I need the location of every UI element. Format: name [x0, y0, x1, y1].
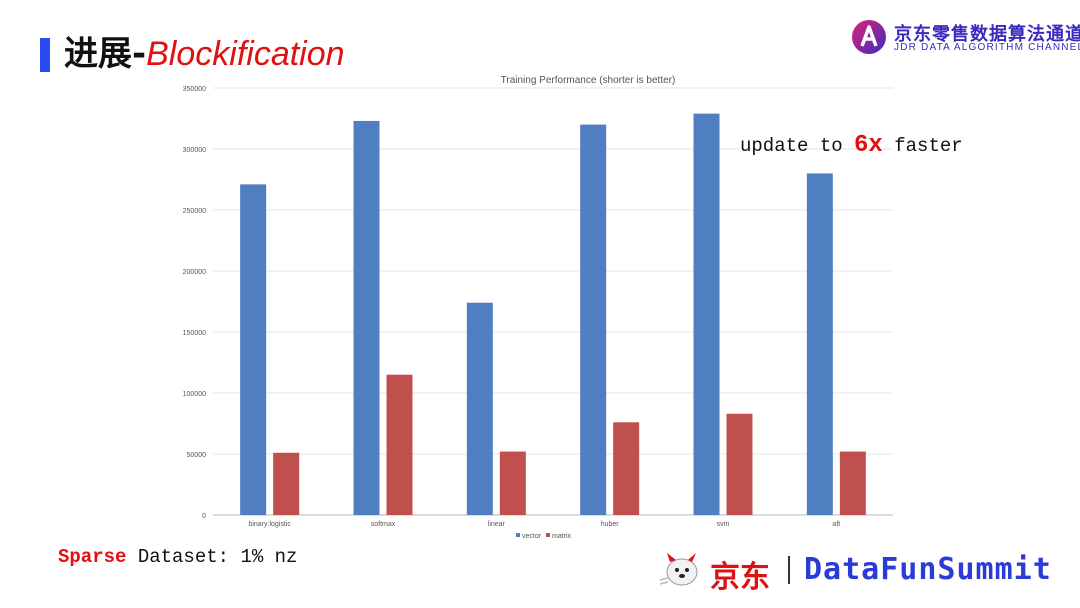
brand-logo: 京东零售数据算法通道 JDR DATA ALGORITHM CHANNEL — [850, 18, 1080, 58]
footer-separator — [788, 556, 790, 584]
y-tick-label: 350000 — [183, 86, 206, 93]
annotation-highlight: 6x — [854, 132, 883, 159]
jd-dog-mascot-icon — [659, 553, 698, 586]
bar-matrix — [726, 413, 753, 515]
bar-matrix — [273, 452, 300, 515]
annotation-prefix: update to — [740, 135, 855, 157]
y-tick-label: 50000 — [187, 452, 207, 459]
dataset-note-highlight: Sparse — [58, 546, 127, 568]
y-tick-label: 200000 — [183, 269, 206, 276]
y-tick-label: 100000 — [183, 391, 206, 398]
bar-matrix — [499, 451, 526, 515]
x-tick-label: binary:logistic — [248, 521, 291, 528]
bar-vector — [693, 113, 720, 515]
bar-vector — [466, 302, 493, 515]
title-accent-bar — [40, 38, 50, 72]
jd-wordmark: 京东 — [710, 560, 770, 595]
x-tick-label: softmax — [371, 521, 396, 528]
bar-matrix — [613, 422, 640, 515]
bar-matrix — [839, 451, 866, 515]
bar-vector — [580, 124, 607, 515]
bar-vector — [353, 120, 380, 515]
slide-title-zh: 进展- — [64, 34, 147, 74]
x-tick-label: huber — [601, 521, 620, 528]
legend-swatch — [516, 533, 520, 537]
bar-vector — [240, 184, 267, 515]
x-tick-label: aft — [832, 521, 840, 528]
legend-swatch — [546, 533, 550, 537]
brand-name-en: JDR DATA ALGORITHM CHANNEL — [894, 42, 1080, 53]
slide-title-en: Blockification — [146, 35, 345, 73]
dataset-note: Sparse Dataset: 1% nz — [58, 546, 297, 568]
chart-title: Training Performance (shorter is better) — [501, 75, 676, 86]
brand-name-zh: 京东零售数据算法通道 — [894, 24, 1080, 45]
y-tick-label: 0 — [202, 513, 206, 520]
algorithm-channel-logo-icon — [852, 20, 886, 54]
y-tick-label: 250000 — [183, 208, 206, 215]
legend-label: matrix — [552, 533, 572, 540]
footer-logo: 京东 DataFunSummit — [658, 548, 1058, 595]
training-performance-chart: Training Performance (shorter is better)… — [183, 75, 893, 540]
legend-label: vector — [522, 533, 542, 540]
annotation-suffix: faster — [882, 135, 963, 157]
slide-title: 进展-Blockification — [64, 32, 345, 76]
speedup-annotation: update to 6x faster — [740, 132, 963, 159]
x-tick-label: svm — [717, 521, 730, 528]
y-tick-label: 150000 — [183, 330, 206, 337]
y-tick-label: 300000 — [183, 147, 206, 154]
bar-vector — [806, 173, 833, 515]
bar-matrix — [386, 374, 413, 515]
datafunsummit-wordmark: DataFunSummit — [804, 552, 1052, 587]
x-tick-label: linear — [488, 521, 506, 528]
dataset-note-rest: Dataset: 1% nz — [126, 546, 298, 568]
